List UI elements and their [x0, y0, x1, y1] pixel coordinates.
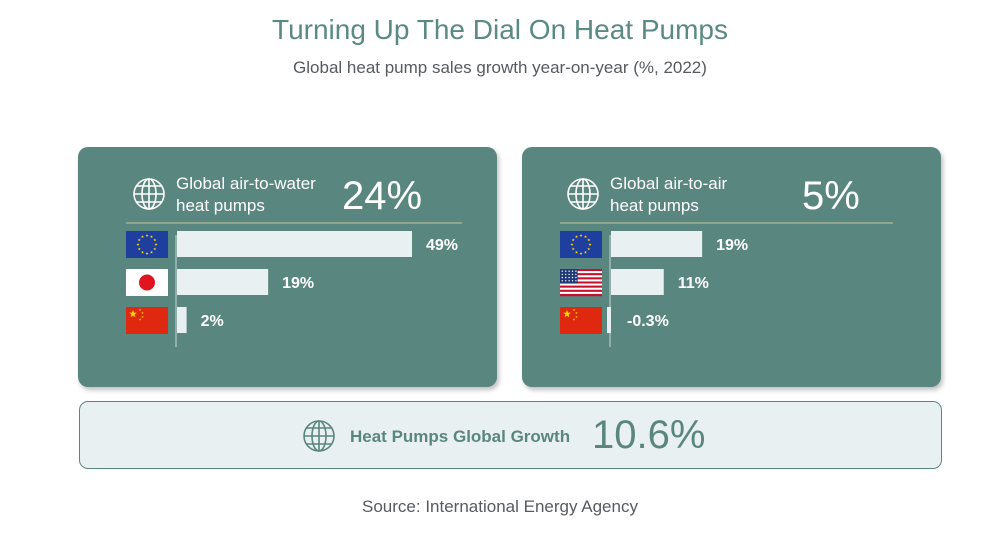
bar-chart-air-to-air: 19% 11% -0.3% [560, 222, 893, 347]
bar-chart-air-to-water: 49% 19% 2% [126, 222, 462, 347]
globe-icon [133, 178, 165, 210]
global-growth-label: Heat Pumps Global Growth [350, 427, 571, 446]
bar [607, 307, 611, 333]
china-flag-icon [126, 307, 168, 334]
panel-title-line2: heat pumps [610, 196, 699, 215]
eu-flag-icon [560, 231, 602, 258]
chart-title: Turning Up The Dial On Heat Pumps [272, 14, 728, 45]
bar [611, 269, 664, 295]
chart-subtitle: Global heat pump sales growth year-on-ye… [293, 58, 707, 77]
eu-flag-icon [126, 231, 168, 258]
bar-value-label: 19% [716, 237, 748, 254]
usa-flag-icon [560, 269, 602, 297]
panel-title-line1: Global air-to-air [610, 174, 728, 193]
panel-title-line1: Global air-to-water [176, 174, 316, 193]
bar-value-label: 49% [426, 237, 458, 254]
japan-flag-icon [126, 269, 168, 296]
bar [611, 231, 703, 257]
panel-title-line2: heat pumps [176, 196, 265, 215]
bar [177, 231, 412, 257]
panel-value: 24% [342, 174, 423, 218]
bar-value-label: 19% [282, 275, 314, 292]
china-flag-icon [560, 307, 602, 334]
bar-value-label: 11% [678, 275, 709, 292]
global-growth-box: Heat Pumps Global Growth 10.6% [79, 401, 942, 469]
source-note: Source: International Energy Agency [362, 497, 638, 516]
panel-value: 5% [802, 174, 860, 218]
bar-value-label: -0.3% [627, 313, 669, 330]
bar [177, 269, 269, 295]
globe-icon [303, 420, 335, 452]
bar [177, 307, 187, 333]
panel-title: Global air-to-water heat pumps [176, 173, 316, 217]
panel-air-to-water: Global air-to-water heat pumps 24% 49% 19… [78, 147, 497, 387]
bar-value-label: 2% [201, 313, 224, 330]
global-growth-value: 10.6% [592, 413, 706, 457]
globe-icon [567, 178, 599, 210]
panel-title: Global air-to-air heat pumps [610, 173, 727, 217]
panel-air-to-air: Global air-to-air heat pumps 5% 19% 11% -0… [522, 147, 941, 387]
